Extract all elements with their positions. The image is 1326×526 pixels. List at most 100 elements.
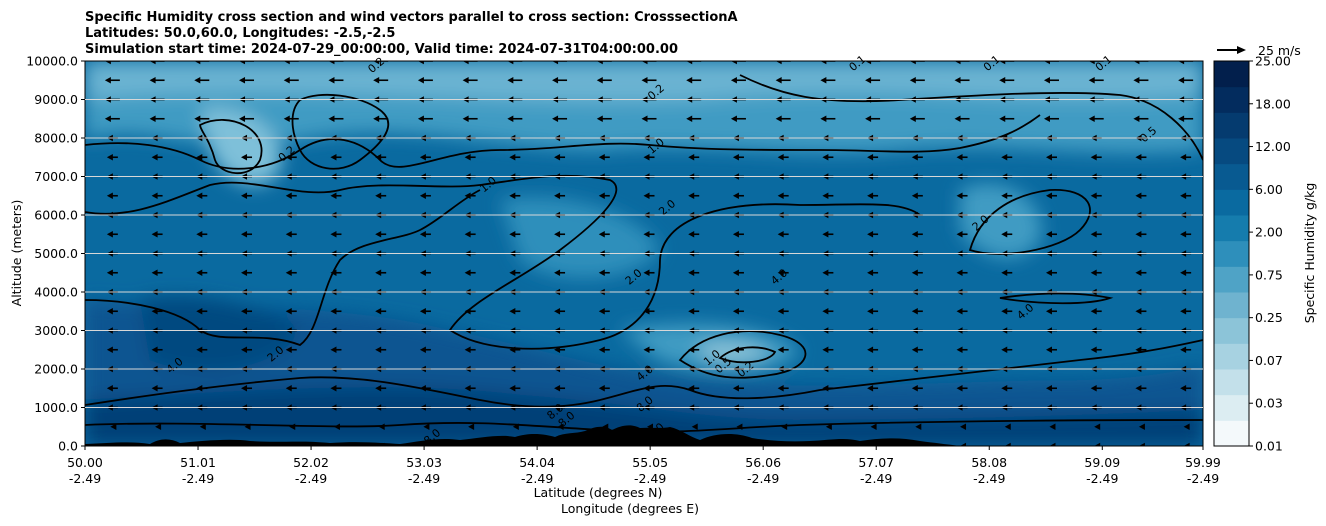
x-tick-label-lat: 57.07 <box>858 455 894 470</box>
wind-vector-head <box>820 61 827 65</box>
y-axis: 0.0 1000.0 2000.0 3000.0 4000.0 5000.0 6000.0 7… <box>26 54 1203 454</box>
wind-vector-head <box>732 269 739 276</box>
wind-vector-head <box>375 346 382 353</box>
wind-vector-head <box>641 115 648 122</box>
wind-vector-head <box>1088 115 1095 122</box>
wind-vector-head <box>643 269 650 276</box>
colorbar-tick-label: 25.00 <box>1255 54 1291 69</box>
colorbar-segment <box>1214 420 1249 447</box>
wind-vector-head <box>643 192 650 199</box>
wind-vector-head <box>419 308 426 315</box>
wind-vector-head <box>598 154 605 161</box>
wind-vector-head <box>1004 442 1011 446</box>
wind-vector-head <box>330 269 337 276</box>
x-tick-label-lat: 50.00 <box>67 455 103 470</box>
x-tick-label-lat: 56.06 <box>745 455 781 470</box>
wind-vector-head <box>196 308 203 315</box>
wind-vector-head <box>1001 231 1008 238</box>
wind-vector-head <box>960 423 967 430</box>
wind-vector-head <box>1045 346 1052 353</box>
wind-vector-head <box>151 269 158 276</box>
x-tick-label-lat: 53.03 <box>406 455 442 470</box>
wind-vector-head <box>686 115 693 122</box>
wind-vector-head <box>375 385 382 392</box>
wind-vector-head <box>602 423 609 430</box>
wind-vector-head <box>512 423 519 430</box>
wind-vector-head <box>462 77 469 84</box>
wind-vector-head <box>1001 308 1008 315</box>
wind-vector-head <box>1178 61 1185 65</box>
wind-vector-head <box>244 442 251 446</box>
colorbar-tick-label: 0.75 <box>1255 267 1283 282</box>
wind-vector-head <box>1088 77 1095 84</box>
colorbar-tick-label: 0.25 <box>1255 310 1283 325</box>
colorbar-segment <box>1214 292 1249 319</box>
wind-vector-head <box>289 442 296 446</box>
wind-vector-head <box>289 423 296 430</box>
colorbar-segment <box>1214 317 1249 344</box>
wind-vector-head <box>151 231 158 238</box>
wind-vector-head <box>285 154 292 161</box>
wind-vector-head <box>1133 77 1140 84</box>
x-tick-label-lon: -2.49 <box>1086 471 1118 486</box>
wind-vector-head <box>954 77 961 84</box>
wind-vector-head <box>330 154 337 161</box>
y-tick-label: 2000.0 <box>34 362 78 377</box>
wind-vector-head <box>643 346 650 353</box>
wind-vector-head <box>239 77 246 84</box>
wind-vector-head <box>777 231 784 238</box>
wind-vector-head <box>149 115 156 122</box>
y-tick-label: 10000.0 <box>26 54 78 69</box>
chart-title-line-3: Simulation start time: 2024-07-29_00:00:… <box>85 42 678 57</box>
colorbar-tick-label: 0.03 <box>1255 396 1283 411</box>
wind-vector-head <box>241 231 248 238</box>
wind-vector-head <box>285 346 292 353</box>
colorbar-tick-label: 12.00 <box>1255 139 1291 154</box>
wind-vector-head <box>730 77 737 84</box>
wind-vector-head <box>464 192 471 199</box>
x-tick-label-lon: -2.49 <box>973 471 1005 486</box>
wind-vector-head <box>554 192 561 199</box>
wind-vector-head <box>330 385 337 392</box>
x-tick-label-lat: 59.09 <box>1084 455 1120 470</box>
wind-vector-head <box>285 269 292 276</box>
y-tick-label: 0.0 <box>58 439 78 454</box>
wind-vector-head <box>643 308 650 315</box>
wind-vector-head <box>151 346 158 353</box>
wind-vector-head <box>730 115 737 122</box>
wind-vector-head <box>686 61 693 65</box>
colorbar-segment <box>1214 112 1249 139</box>
wind-vector-head <box>1001 269 1008 276</box>
wind-vector-head <box>1001 385 1008 392</box>
wind-vector-head <box>110 423 117 430</box>
wind-vector-head <box>554 385 561 392</box>
wind-vector-head <box>820 115 827 122</box>
wind-vector-head <box>1094 442 1101 446</box>
x-tick-label-lon: -2.49 <box>860 471 892 486</box>
wind-vector-head <box>241 192 248 199</box>
wind-vector-head <box>956 346 963 353</box>
wind-vector-head <box>688 231 695 238</box>
wind-vector-head <box>373 115 380 122</box>
wind-vector-head <box>509 231 516 238</box>
wind-vector-head <box>464 154 471 161</box>
wind-vector-head <box>283 77 290 84</box>
x-tick-label-lon: -2.49 <box>634 471 666 486</box>
wind-vector-head <box>557 423 564 430</box>
wind-vector-head <box>509 385 516 392</box>
wind-vector-head <box>999 77 1006 84</box>
wind-vector-head <box>1180 346 1187 353</box>
wind-vector-head <box>509 308 516 315</box>
colorbar-tick-label: 18.00 <box>1255 96 1291 111</box>
wind-vector-head <box>865 61 872 65</box>
wind-vector-head <box>1180 308 1187 315</box>
wind-vector-head <box>732 346 739 353</box>
wind-vector-head <box>196 192 203 199</box>
wind-vector-head <box>285 192 292 199</box>
colorbar-segment <box>1214 61 1249 88</box>
wind-vector-head <box>822 231 829 238</box>
wind-vector-head <box>199 442 206 446</box>
wind-vector-head <box>954 61 961 65</box>
colorbar-segment <box>1214 394 1249 421</box>
wind-vector-head <box>691 423 698 430</box>
